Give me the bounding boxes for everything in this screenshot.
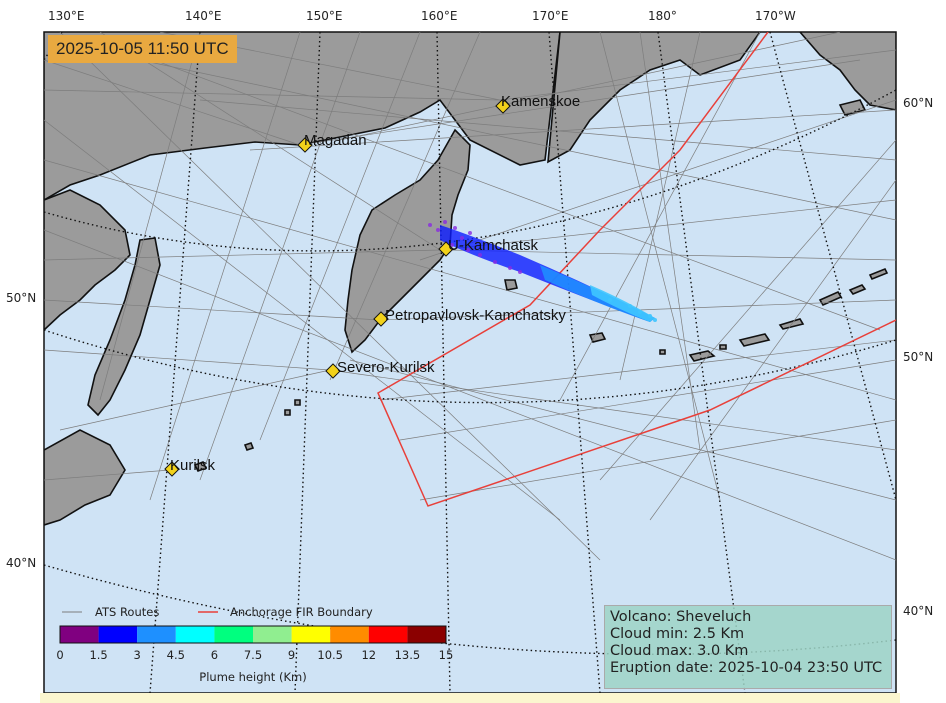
city-marker-u-kamchatsk (438, 241, 454, 257)
lat-label-right-50n: 50°N (903, 350, 933, 364)
city-markers (164, 98, 511, 477)
info-eruption-date: Eruption date: 2025-10-04 23:50 UTC (610, 660, 883, 676)
lon-label-130e: 130°E (48, 9, 85, 23)
colorbar-segment (98, 626, 138, 643)
colorbar-tick-label: 15 (439, 648, 454, 662)
legend-ats-label: ATS Routes (95, 605, 159, 619)
colorbar-tick-label: 4.5 (167, 648, 185, 662)
lat-label-left-50n: 50°N (6, 291, 36, 305)
lat-label-right-40n: 40°N (903, 604, 933, 618)
city-label-kamenskoe: Kamenskoe (501, 93, 580, 110)
city-marker-severo-kurilsk (325, 363, 341, 379)
fir-boundary (377, 32, 896, 507)
city-label-kurilsk: Kurilsk (170, 457, 216, 474)
colorbar-tick-label: 10.5 (317, 648, 343, 662)
colorbar-tick-label: 1.5 (89, 648, 107, 662)
land-masses (44, 32, 896, 526)
colorbar-segment (60, 626, 99, 643)
lon-label-180: 180° (648, 9, 677, 23)
legend: ATS Routes Anchorage FIR Boundary (62, 605, 373, 619)
land-mainland-west (44, 189, 131, 332)
colorbar-segment (214, 626, 253, 643)
city-label-petropavlovsk: Petropavlovsk-Kamchatsky (385, 307, 566, 324)
lon-label-160e: 160°E (421, 9, 458, 23)
timestamp-badge: 2025-10-05 11:50 UTC (48, 35, 237, 63)
ash-plume (428, 220, 657, 322)
land-kamchatka (344, 128, 471, 354)
land-siberia (44, 32, 561, 201)
city-marker-magadan (297, 137, 313, 153)
colorbar-tick-label: 12 (361, 648, 376, 662)
info-cloud-max: Cloud max: 3.0 Km (610, 643, 749, 659)
colorbar-title: Plume height (Km) (199, 670, 306, 684)
colorbar-tick-label: 9 (288, 648, 295, 662)
colorbar-segment (330, 626, 369, 643)
land-sakhalin (87, 237, 161, 417)
land-chukotka (547, 32, 761, 164)
colorbar-segment (407, 626, 446, 643)
colorbar-segment (291, 626, 331, 643)
city-label-u-kamchatsk: U-Kamchatsk (448, 237, 539, 254)
lon-label-170e: 170°E (532, 9, 569, 23)
city-marker-kurilsk (164, 461, 180, 477)
colorbar-segment (368, 626, 408, 643)
plume-height-colorbar: 0 1.5 3 4.5 6 7.5 9 10.5 12 13.5 15 Plume height (K… (56, 625, 454, 684)
ats-routes (44, 32, 896, 561)
land-hokkaido (44, 429, 126, 526)
city-marker-kamenskoe (495, 98, 511, 114)
colorbar-tick-label: 7.5 (244, 648, 262, 662)
lon-label-170w: 170°W (755, 9, 796, 23)
lat-label-left-40n: 40°N (6, 556, 36, 570)
lon-label-140e: 140°E (185, 9, 222, 23)
colorbar-tick-label: 6 (211, 648, 218, 662)
longitude-labels: 130°E 140°E 150°E 160°E 170°E 180° 170°W (48, 9, 796, 23)
lon-label-150e: 150°E (306, 9, 343, 23)
latitude-labels: 50°N 40°N 60°N 50°N 40°N (6, 96, 933, 618)
colorbar-segment (175, 626, 215, 643)
colorbar-tick-label: 3 (134, 648, 141, 662)
lat-label-right-60n: 60°N (903, 96, 933, 110)
colorbar-segment (137, 626, 176, 643)
legend-fir-label: Anchorage FIR Boundary (230, 605, 373, 619)
colorbar-tick-label: 13.5 (395, 648, 421, 662)
info-cloud-min: Cloud min: 2.5 Km (610, 626, 745, 642)
city-label-magadan: Magadan (304, 132, 367, 149)
land-alaska (798, 32, 896, 111)
volcano-info-box: Volcano: Sheveluch Cloud min: 2.5 Km Clo… (604, 605, 892, 689)
info-volcano: Volcano: Sheveluch (610, 609, 752, 625)
city-marker-petropavlovsk (373, 311, 389, 327)
colorbar-tick-label: 0 (56, 648, 63, 662)
bottom-strip (40, 693, 900, 703)
city-label-severo-kurilsk: Severo-Kurilsk (337, 359, 435, 376)
colorbar-segment (253, 626, 292, 643)
colorbar-border (59, 625, 447, 644)
